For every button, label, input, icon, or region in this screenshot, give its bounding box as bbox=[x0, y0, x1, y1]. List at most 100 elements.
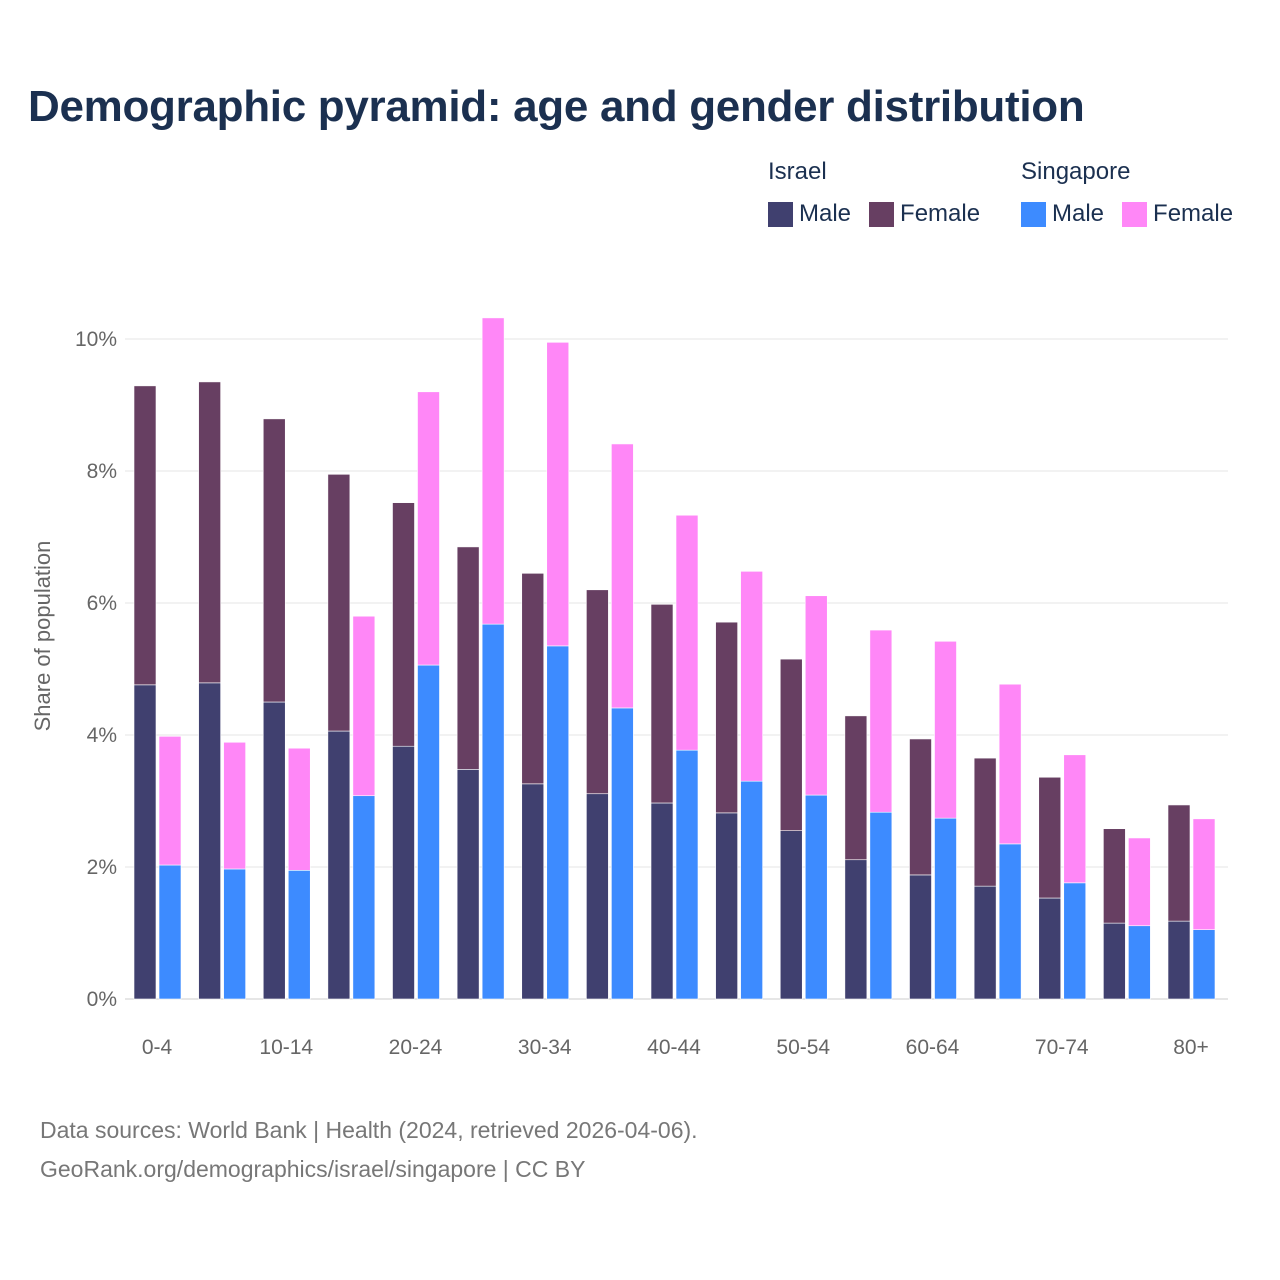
bar-singapore-male[interactable] bbox=[1063, 882, 1087, 1000]
bar-singapore-female[interactable] bbox=[1063, 754, 1087, 884]
legend-label: Male bbox=[799, 200, 852, 227]
bar-singapore-male[interactable] bbox=[611, 707, 634, 1000]
bar-israel-male[interactable] bbox=[715, 812, 738, 1000]
bar-israel-male[interactable] bbox=[586, 793, 609, 1000]
bar-singapore-female[interactable] bbox=[740, 571, 763, 782]
bar-israel-male[interactable] bbox=[392, 745, 415, 1000]
x-tick-label: 10-14 bbox=[259, 1036, 313, 1059]
legend-swatch bbox=[1021, 201, 1046, 227]
bar-singapore-male[interactable] bbox=[1128, 925, 1151, 1000]
x-tick-label: 40-44 bbox=[647, 1036, 701, 1059]
legend-label: Female bbox=[1153, 200, 1234, 227]
bar-israel-female[interactable] bbox=[1038, 776, 1062, 899]
y-axis-label: Share of population bbox=[30, 541, 55, 732]
y-tick-label: 6% bbox=[87, 592, 117, 615]
bar-singapore-male[interactable] bbox=[869, 811, 893, 1000]
legend-item-israel-female[interactable]: Female bbox=[869, 200, 980, 228]
y-tick-label: 8% bbox=[87, 460, 117, 483]
bar-singapore-male[interactable] bbox=[804, 794, 828, 1000]
bar-singapore-female[interactable] bbox=[546, 341, 570, 647]
bar-singapore-female[interactable] bbox=[1128, 837, 1151, 927]
bar-israel-female[interactable] bbox=[262, 418, 286, 703]
bar-singapore-female[interactable] bbox=[287, 747, 311, 871]
y-tick-label: 10% bbox=[75, 328, 117, 351]
bar-singapore-female[interactable] bbox=[1192, 818, 1216, 931]
bar-singapore-female[interactable] bbox=[417, 391, 440, 666]
bar-singapore-female[interactable] bbox=[804, 595, 828, 796]
bar-israel-male[interactable] bbox=[198, 682, 221, 1000]
legend-item-singapore-female[interactable]: Female bbox=[1122, 200, 1233, 228]
x-tick-label: 0-4 bbox=[142, 1036, 173, 1059]
bar-israel-male[interactable] bbox=[844, 859, 868, 1000]
bar-singapore-female[interactable] bbox=[352, 615, 376, 797]
legend-item-israel-male[interactable]: Male bbox=[768, 200, 851, 228]
footer-sources: Data sources: World Bank | Health (2024,… bbox=[40, 1117, 698, 1143]
bar-israel-female[interactable] bbox=[1167, 804, 1191, 922]
bar-israel-male[interactable] bbox=[327, 730, 351, 1000]
bar-israel-male[interactable] bbox=[1103, 922, 1126, 1000]
bar-israel-male[interactable] bbox=[1167, 920, 1191, 1000]
bar-israel-male[interactable] bbox=[909, 874, 932, 1000]
x-tick-label: 50-54 bbox=[776, 1036, 830, 1059]
bar-israel-male[interactable] bbox=[262, 701, 286, 1000]
bar-singapore-male[interactable] bbox=[352, 795, 376, 1000]
bar-israel-male[interactable] bbox=[650, 802, 674, 1000]
x-tick-label: 20-24 bbox=[389, 1036, 443, 1059]
x-tick-label: 60-64 bbox=[906, 1036, 960, 1059]
legend-label: Female bbox=[900, 200, 981, 227]
legend-label: Male bbox=[1052, 200, 1105, 227]
bar-israel-male[interactable] bbox=[521, 783, 545, 1000]
bar-singapore-female[interactable] bbox=[675, 514, 699, 751]
bar-israel-female[interactable] bbox=[650, 604, 674, 804]
bar-singapore-female[interactable] bbox=[223, 741, 246, 870]
x-tick-label: 80+ bbox=[1173, 1036, 1209, 1059]
bar-israel-female[interactable] bbox=[392, 502, 415, 747]
legend-item-singapore-male[interactable]: Male bbox=[1021, 200, 1104, 228]
bar-singapore-male[interactable] bbox=[158, 864, 182, 1000]
legend-israel: Israel Male Female bbox=[768, 158, 980, 228]
bar-israel-male[interactable] bbox=[973, 885, 997, 1000]
bar-singapore-female[interactable] bbox=[611, 443, 634, 709]
bar-israel-female[interactable] bbox=[586, 589, 609, 795]
x-tick-label: 70-74 bbox=[1035, 1036, 1089, 1059]
bar-singapore-female[interactable] bbox=[158, 736, 182, 866]
bar-israel-female[interactable] bbox=[327, 473, 351, 732]
legend-swatch bbox=[869, 201, 895, 227]
bar-israel-female[interactable] bbox=[909, 738, 932, 876]
bar-israel-female[interactable] bbox=[133, 385, 157, 686]
bar-singapore-male[interactable] bbox=[740, 780, 763, 1000]
bar-singapore-male[interactable] bbox=[223, 868, 246, 1000]
bar-singapore-male[interactable] bbox=[481, 623, 505, 1000]
bar-singapore-male[interactable] bbox=[287, 869, 311, 1000]
bar-israel-male[interactable] bbox=[133, 684, 157, 1000]
bar-singapore-male[interactable] bbox=[998, 843, 1022, 1000]
chart-title: Demographic pyramid: age and gender dist… bbox=[28, 82, 1085, 131]
bar-singapore-female[interactable] bbox=[481, 317, 505, 625]
bar-singapore-female[interactable] bbox=[998, 683, 1022, 845]
x-tick-label: 30-34 bbox=[518, 1036, 572, 1059]
bar-singapore-female[interactable] bbox=[934, 640, 957, 819]
bar-israel-male[interactable] bbox=[779, 830, 803, 1000]
bar-singapore-male[interactable] bbox=[934, 817, 957, 1000]
bar-israel-female[interactable] bbox=[1103, 828, 1126, 924]
y-tick-label: 4% bbox=[87, 724, 117, 747]
bar-singapore-female[interactable] bbox=[869, 629, 893, 813]
bar-singapore-male[interactable] bbox=[417, 664, 440, 1000]
legend-swatch bbox=[1122, 201, 1148, 227]
legend-title-singapore: Singapore bbox=[1021, 158, 1131, 185]
bar-israel-female[interactable] bbox=[715, 621, 738, 814]
bar-singapore-male[interactable] bbox=[1192, 929, 1216, 1000]
bar-israel-female[interactable] bbox=[973, 757, 997, 887]
bar-israel-female[interactable] bbox=[779, 658, 803, 831]
legend-swatch bbox=[768, 201, 793, 227]
bar-singapore-male[interactable] bbox=[675, 749, 699, 1000]
bar-israel-female[interactable] bbox=[844, 715, 868, 861]
bar-israel-female[interactable] bbox=[198, 381, 221, 684]
bar-israel-male[interactable] bbox=[1038, 897, 1062, 1000]
bar-israel-female[interactable] bbox=[521, 572, 545, 785]
bar-singapore-male[interactable] bbox=[546, 645, 570, 1000]
footer-attribution: GeoRank.org/demographics/israel/singapor… bbox=[40, 1156, 586, 1182]
bar-israel-male[interactable] bbox=[456, 769, 480, 1000]
bar-israel-female[interactable] bbox=[456, 546, 480, 770]
